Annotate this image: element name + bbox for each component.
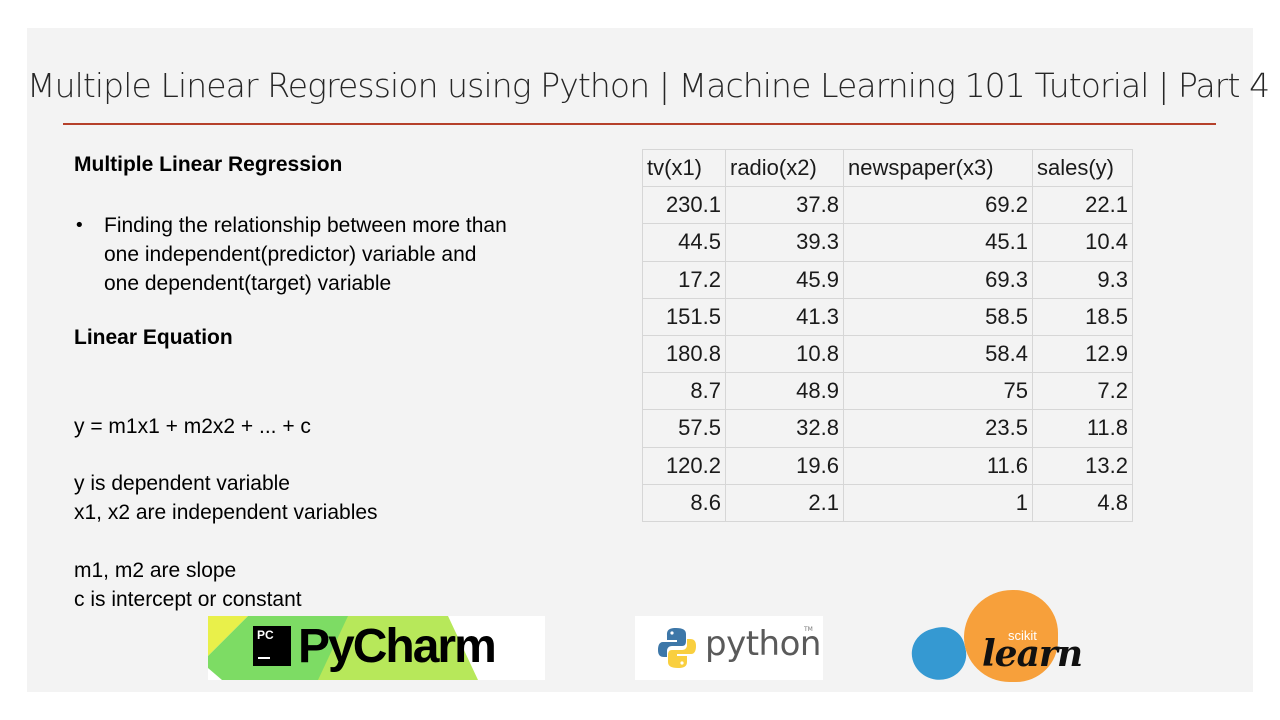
data-table: tv(x1) radio(x2) newspaper(x3) sales(y) … (642, 148, 1133, 522)
table-header-row: tv(x1) radio(x2) newspaper(x3) sales(y) (642, 148, 1133, 188)
table-cell: 39.3 (725, 223, 844, 262)
table-cell: 8.7 (642, 372, 726, 411)
table-cell: 10.4 (1032, 223, 1133, 262)
table-cell: 58.4 (843, 334, 1033, 374)
table-row: 151.5 41.3 58.5 18.5 (642, 297, 1133, 336)
pycharm-badge-bar (258, 657, 270, 659)
python-wordmark: python (705, 624, 821, 664)
table-row: 8.7 48.9 75 7.2 (642, 372, 1133, 411)
table-cell: 58.5 (843, 297, 1033, 336)
table-row: 120.2 19.6 11.6 13.2 (642, 446, 1133, 485)
pycharm-badge-text: PC (257, 628, 274, 642)
table-cell: 37.8 (725, 186, 844, 225)
heading-linear-equation: Linear Equation (74, 326, 233, 349)
scikit-learn-logo: scikit learn (906, 588, 1085, 688)
pycharm-logo: PC PyCharm (208, 616, 545, 680)
pycharm-wordmark: PyCharm (298, 620, 497, 673)
sklearn-blue-blob-icon (906, 621, 972, 687)
table-cell: 57.5 (642, 409, 726, 448)
python-logo: python TM (635, 616, 823, 680)
table-row: 180.8 10.8 58.4 12.9 (642, 334, 1133, 374)
bullet-line: one dependent(target) variable (104, 272, 392, 295)
table-cell: 4.8 (1032, 483, 1133, 522)
table-cell: 45.9 (725, 260, 844, 299)
table-cell: 10.8 (725, 334, 844, 374)
table-cell: 69.3 (843, 260, 1033, 299)
table-cell: 69.2 (843, 186, 1033, 225)
column-header-tv: tv(x1) (642, 148, 726, 188)
sklearn-learn-text: learn (982, 633, 1083, 675)
python-snakes-icon (658, 628, 696, 668)
column-header-radio: radio(x2) (725, 148, 844, 188)
table-row: 57.5 32.8 23.5 11.8 (642, 409, 1133, 448)
table-cell: 18.5 (1032, 297, 1133, 336)
table-cell: 12.9 (1032, 334, 1133, 374)
slide: Multiple Linear Regression using Python … (27, 28, 1270, 692)
table-cell: 17.2 (642, 260, 726, 299)
table-cell: 75 (843, 372, 1033, 411)
sklearn-orange-blob-icon (964, 590, 1058, 682)
column-header-sales: sales(y) (1032, 148, 1133, 188)
note-line: c is intercept or constant (74, 588, 302, 611)
table-cell: 120.2 (642, 446, 726, 485)
python-trademark: TM (804, 626, 813, 633)
bullet-dot-icon: • (74, 215, 85, 236)
table-row: 230.1 37.8 69.2 22.1 (642, 186, 1133, 225)
table-cell: 19.6 (725, 446, 844, 485)
column-header-newspaper: newspaper(x3) (843, 148, 1033, 188)
table-cell: 11.6 (843, 446, 1033, 485)
title-divider (63, 123, 1216, 125)
note-line: x1, x2 are independent variables (74, 501, 378, 524)
table-cell: 45.1 (843, 223, 1033, 262)
table-row: 44.5 39.3 45.1 10.4 (642, 223, 1133, 262)
table-cell: 230.1 (642, 186, 726, 225)
slide-title: Multiple Linear Regression using Python … (27, 66, 1270, 105)
note-line: y is dependent variable (74, 472, 290, 495)
table-row: 17.2 45.9 69.3 9.3 (642, 260, 1133, 299)
heading-multiple-linear-regression: Multiple Linear Regression (74, 153, 343, 176)
table-cell: 41.3 (725, 297, 844, 336)
table-cell: 22.1 (1032, 186, 1133, 225)
table-cell: 8.6 (642, 483, 726, 522)
table-cell: 44.5 (642, 223, 726, 262)
sklearn-scikit-text: scikit (1008, 628, 1037, 643)
table-cell: 48.9 (725, 372, 844, 411)
table-cell: 32.8 (725, 409, 844, 448)
table-cell: 151.5 (642, 297, 726, 336)
table-cell: 2.1 (725, 483, 844, 522)
table-cell: 13.2 (1032, 446, 1133, 485)
note-line: m1, m2 are slope (74, 559, 237, 582)
table-row: 8.6 2.1 1 4.8 (642, 483, 1133, 522)
table-cell: 11.8 (1032, 409, 1133, 448)
table-cell: 180.8 (642, 334, 726, 374)
bullet-line: one independent(predictor) variable and (104, 243, 477, 266)
table-cell: 1 (843, 483, 1033, 522)
table-cell: 7.2 (1032, 372, 1133, 411)
table-cell: 9.3 (1032, 260, 1133, 299)
bullet-line: Finding the relationship between more th… (104, 214, 507, 237)
pycharm-badge-icon: PC (253, 626, 291, 666)
table-cell: 23.5 (843, 409, 1033, 448)
equation-text: y = m1x1 + m2x2 + ... + c (74, 415, 311, 438)
